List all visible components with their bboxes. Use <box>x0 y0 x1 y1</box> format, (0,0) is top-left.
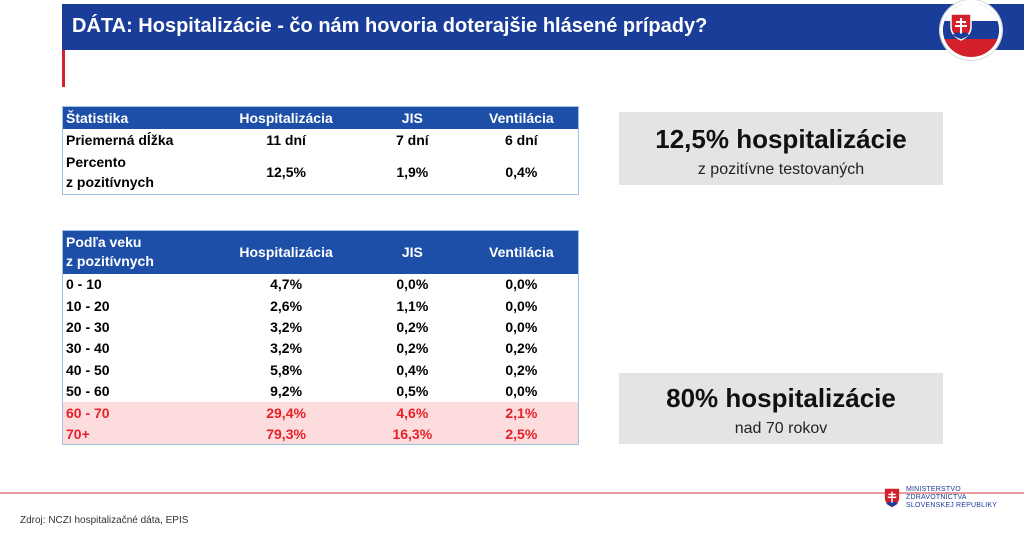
slovak-flag-icon <box>940 0 1002 60</box>
ventilation-value: 0,2% <box>505 340 538 357</box>
age-group: 10 - 20 <box>66 297 110 314</box>
ventilation-value: 0,0% <box>505 276 538 293</box>
hospitalization-value: 2,6% <box>270 297 303 314</box>
hospitalization-value: 3,2% <box>270 318 303 335</box>
ministry-name-line: MINISTERSTVO <box>906 486 961 493</box>
icu-value: 16,3% <box>359 423 465 445</box>
coat-of-arms-icon <box>950 13 972 41</box>
icu-value: 0,0% <box>396 276 429 293</box>
icu-value: 1,9% <box>396 164 429 181</box>
table-row: Priemerná dĺžka 11 dní 7 dní 6 dní <box>63 129 579 151</box>
callout-subtext: nad 70 rokov <box>734 420 828 437</box>
source-note: Zdroj: NCZI hospitalizačné dáta, EPIS <box>20 515 189 526</box>
row-label-line: z pozitívnych <box>66 174 154 191</box>
column-header: Štatistika <box>62 106 213 129</box>
table-row: 0 - 10 4,7% 0,0% 0,0% <box>63 274 579 295</box>
row-label: Priemerná dĺžka <box>66 131 174 148</box>
icu-value: 0,4% <box>396 361 429 378</box>
icu-value: 4,6% <box>359 401 465 424</box>
ministry-crest-icon <box>884 488 900 508</box>
ventilation-value: 0,0% <box>505 318 538 335</box>
age-table: Podľa veku z pozitívnych Hospitalizácia … <box>62 230 579 446</box>
header-line: z pozitívnych <box>66 253 154 270</box>
table-row-highlighted: 60 - 70 29,4% 4,6% 2,1% <box>62 401 579 424</box>
callout-headline: 80% hospitalizácie <box>666 383 896 413</box>
age-group: 40 - 50 <box>66 361 110 378</box>
ventilation-value: 0,4% <box>505 164 538 181</box>
icu-value: 0,2% <box>396 318 429 335</box>
column-header: JIS <box>359 106 465 129</box>
header-bar: DÁTA: Hospitalizácie - čo nám hovoria do… <box>62 4 1024 50</box>
hospitalization-value: 9,2% <box>270 383 303 400</box>
table-row: 40 - 50 5,8% 0,4% 0,2% <box>63 359 579 380</box>
row-label: Percento z pozitívnych <box>63 151 213 195</box>
ministry-name-line: ZDRAVOTNÍCTVA <box>906 494 967 501</box>
page-title: DÁTA: Hospitalizácie - čo nám hovoria do… <box>72 15 708 37</box>
callout-elderly-share: 80% hospitalizácie nad 70 rokov <box>619 373 943 444</box>
table-row: 20 - 30 3,2% 0,2% 0,0% <box>63 316 579 337</box>
icu-value: 0,2% <box>396 340 429 357</box>
icu-value: 7 dní <box>395 131 429 148</box>
row-label-line: Percento <box>66 154 126 171</box>
icu-value: 1,1% <box>396 297 429 314</box>
hospitalization-value: 11 dní <box>266 131 306 148</box>
callout-headline: 12,5% hospitalizácie <box>655 124 907 154</box>
age-group: 20 - 30 <box>66 318 110 335</box>
ministry-logo: MINISTERSTVO ZDRAVOTNÍCTVA SLOVENSKEJ RE… <box>884 486 1014 516</box>
column-header: Hospitalizácia <box>212 230 360 274</box>
hospitalization-value: 3,2% <box>270 340 303 357</box>
age-group: 30 - 40 <box>66 340 110 357</box>
footer-divider <box>0 492 1024 494</box>
column-header: Ventilácia <box>464 106 579 129</box>
icu-value: 0,5% <box>396 383 429 400</box>
ventilation-value: 6 dní <box>504 131 538 148</box>
ventilation-value: 0,0% <box>505 297 538 314</box>
hospitalization-value: 5,8% <box>270 361 303 378</box>
column-header: Hospitalizácia <box>212 106 360 129</box>
table-row: 30 - 40 3,2% 0,2% 0,2% <box>63 338 579 359</box>
age-group: 50 - 60 <box>66 383 110 400</box>
age-group: 70+ <box>62 423 213 445</box>
header-line: Podľa veku <box>66 234 142 251</box>
table-row-highlighted: 70+ 79,3% 16,3% 2,5% <box>62 423 579 445</box>
column-header: Ventilácia <box>464 230 579 274</box>
ventilation-value: 2,1% <box>464 401 579 424</box>
red-accent-bar <box>62 50 65 87</box>
table-row: 10 - 20 2,6% 1,1% 0,0% <box>63 295 579 316</box>
callout-subtext: z pozitívne testovaných <box>697 161 865 178</box>
column-header: JIS <box>359 230 465 274</box>
age-group: 0 - 10 <box>66 276 102 293</box>
statistics-table: Štatistika Hospitalizácia JIS Ventilácia… <box>62 106 579 195</box>
ventilation-value: 0,2% <box>505 361 538 378</box>
ventilation-value: 2,5% <box>464 423 579 445</box>
age-group: 60 - 70 <box>62 401 213 424</box>
table-row: Percento z pozitívnych 12,5% 1,9% 0,4% <box>63 151 579 195</box>
callout-hospitalization-rate: 12,5% hospitalizácie z pozitívne testova… <box>619 112 943 185</box>
hospitalization-value: 29,4% <box>212 401 360 424</box>
column-header: Podľa veku z pozitívnych <box>62 230 213 274</box>
table-row: 50 - 60 9,2% 0,5% 0,0% <box>63 380 579 401</box>
ventilation-value: 0,0% <box>505 383 538 400</box>
hospitalization-value: 79,3% <box>212 423 360 445</box>
hospitalization-value: 12,5% <box>266 164 306 181</box>
ministry-name-line: SLOVENSKEJ REPUBLIKY <box>906 502 998 509</box>
hospitalization-value: 4,7% <box>270 276 303 293</box>
